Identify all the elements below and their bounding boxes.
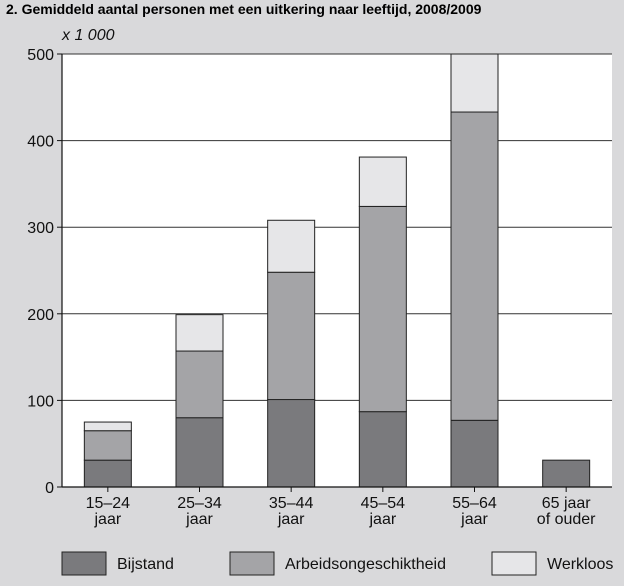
y-tick-label: 200 <box>27 307 54 324</box>
bar-segment <box>267 271 316 401</box>
x-tick-label: jaar <box>93 511 121 528</box>
bar-segment <box>450 419 499 488</box>
x-tick-label: 55–64 <box>452 495 497 512</box>
bar-segment <box>83 459 132 488</box>
bars <box>83 53 591 488</box>
bar-segment <box>175 417 224 488</box>
x-tick-label: 15–24 <box>86 495 131 512</box>
bar-segment <box>83 430 132 461</box>
y-axis-unit-label: x 1 000 <box>61 27 115 44</box>
bar-segment <box>358 411 407 488</box>
bar-segment <box>267 399 316 488</box>
y-tick-label: 0 <box>45 480 54 497</box>
x-tick-label: jaar <box>368 511 396 528</box>
bar-segment <box>175 314 224 352</box>
bar-segment <box>450 53 499 113</box>
legend-swatch <box>491 551 537 576</box>
y-tick-label: 500 <box>27 47 54 64</box>
legend-label: Werkloos <box>547 556 613 573</box>
legend-swatch <box>61 551 107 576</box>
bar-segment <box>83 421 132 432</box>
x-axis-ticks: 15–24jaar25–34jaar35–44jaar45–54jaar55–6… <box>86 487 596 528</box>
legend-swatch <box>229 551 275 576</box>
legend-label: Bijstand <box>117 556 174 573</box>
legend-label: Arbeidsongeschiktheid <box>285 556 446 573</box>
gridlines <box>62 53 612 401</box>
y-axis-ticks: 0 100 200 300 400 500 <box>27 47 62 497</box>
bar-segment <box>267 219 316 273</box>
x-tick-label: jaar <box>460 511 488 528</box>
axes <box>61 54 612 488</box>
bar-segment <box>358 205 407 413</box>
x-tick-label: 65 jaar <box>542 495 592 512</box>
legend: Bijstand Arbeidsongeschiktheid Werkloos <box>61 551 613 576</box>
bar-segment <box>175 350 224 419</box>
bar-segment <box>358 156 407 207</box>
plot-area <box>62 54 612 487</box>
x-tick-label: jaar <box>277 511 305 528</box>
y-tick-label: 400 <box>27 134 54 151</box>
x-tick-label: of ouder <box>537 511 596 528</box>
bar-segment <box>450 111 499 421</box>
chart-title: 2. Gemiddeld aantal personen met een uit… <box>6 1 482 17</box>
y-tick-label: 300 <box>27 220 54 237</box>
bar-segment <box>542 459 591 488</box>
x-tick-label: 45–54 <box>361 495 406 512</box>
x-tick-label: 35–44 <box>269 495 314 512</box>
x-tick-label: jaar <box>185 511 213 528</box>
y-tick-label: 100 <box>27 393 54 410</box>
x-tick-label: 25–34 <box>177 495 222 512</box>
